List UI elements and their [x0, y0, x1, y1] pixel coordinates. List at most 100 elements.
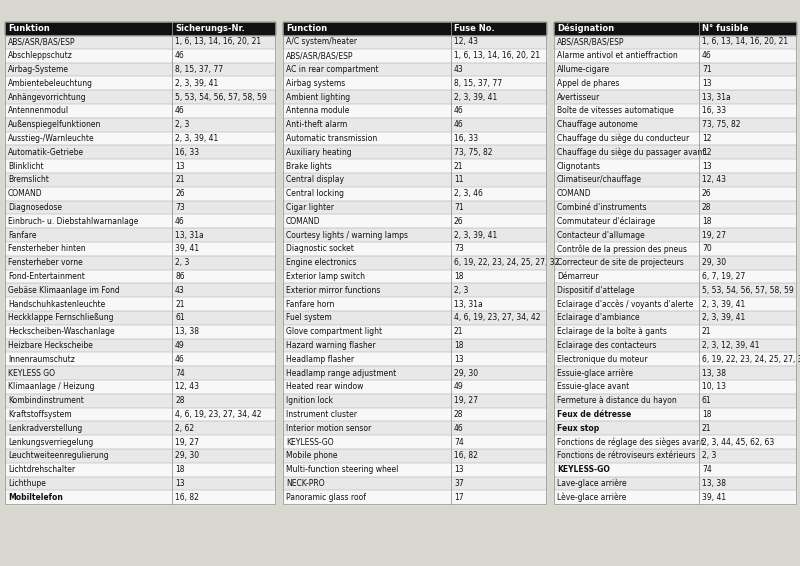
Bar — [283, 449, 546, 463]
Text: 29, 30: 29, 30 — [175, 452, 199, 460]
Text: Heckscheiben-Waschanlage: Heckscheiben-Waschanlage — [8, 327, 114, 336]
Text: Démarreur: Démarreur — [557, 272, 598, 281]
Bar — [5, 173, 275, 187]
Text: Fanfare horn: Fanfare horn — [286, 299, 334, 308]
Text: Blinklicht: Blinklicht — [8, 162, 44, 170]
Text: Leuchtweiteenregulierung: Leuchtweiteenregulierung — [8, 452, 109, 460]
Text: Fuel system: Fuel system — [286, 314, 332, 323]
Text: Avertisseur: Avertisseur — [557, 93, 600, 102]
Text: Instrument cluster: Instrument cluster — [286, 410, 357, 419]
Bar — [554, 269, 796, 284]
Bar — [5, 63, 275, 76]
Text: AC in rear compartment: AC in rear compartment — [286, 65, 378, 74]
Bar — [283, 422, 546, 435]
Bar — [283, 173, 546, 187]
Bar — [554, 256, 796, 269]
Text: 4, 6, 19, 23, 27, 34, 42: 4, 6, 19, 23, 27, 34, 42 — [454, 314, 541, 323]
Text: Ambient lighting: Ambient lighting — [286, 93, 350, 102]
Text: 13, 38: 13, 38 — [702, 368, 726, 378]
Text: Electronique du moteur: Electronique du moteur — [557, 355, 647, 364]
Text: 21: 21 — [702, 424, 711, 433]
Text: Airbag systems: Airbag systems — [286, 79, 346, 88]
Text: Headlamp flasher: Headlamp flasher — [286, 355, 354, 364]
Bar — [5, 394, 275, 408]
Text: Appel de phares: Appel de phares — [557, 79, 619, 88]
Text: 73: 73 — [175, 203, 185, 212]
Bar — [5, 338, 275, 353]
Text: 46: 46 — [175, 217, 185, 226]
Bar — [283, 490, 546, 504]
Text: Chauffage autonome: Chauffage autonome — [557, 120, 638, 129]
Text: Automatik-Getriebe: Automatik-Getriebe — [8, 148, 84, 157]
Bar — [5, 90, 275, 104]
Text: 5, 53, 54, 56, 57, 58, 59: 5, 53, 54, 56, 57, 58, 59 — [175, 93, 266, 102]
Text: Eclairage d'ambiance: Eclairage d'ambiance — [557, 314, 640, 323]
Text: 1, 6, 13, 14, 16, 20, 21: 1, 6, 13, 14, 16, 20, 21 — [454, 51, 540, 60]
Bar — [5, 269, 275, 284]
Text: Abschleppschutz: Abschleppschutz — [8, 51, 73, 60]
Bar — [554, 242, 796, 256]
Bar — [554, 118, 796, 132]
Text: Lichtdrehschalter: Lichtdrehschalter — [8, 465, 75, 474]
Bar — [283, 338, 546, 353]
Bar — [283, 435, 546, 449]
Text: 10, 13: 10, 13 — [702, 383, 726, 392]
Text: Kraftstoffsystem: Kraftstoffsystem — [8, 410, 72, 419]
Text: 13: 13 — [454, 355, 464, 364]
Text: 2, 3, 39, 41: 2, 3, 39, 41 — [702, 314, 746, 323]
Text: Feux de détresse: Feux de détresse — [557, 410, 631, 419]
Bar — [554, 338, 796, 353]
Text: N° fusible: N° fusible — [702, 24, 749, 33]
Text: 26: 26 — [702, 189, 712, 198]
Text: 29, 30: 29, 30 — [702, 258, 726, 267]
Bar — [554, 63, 796, 76]
Text: 13, 31a: 13, 31a — [175, 230, 204, 239]
Bar — [283, 228, 546, 242]
Text: 2, 3, 39, 41: 2, 3, 39, 41 — [454, 230, 498, 239]
Text: 19, 27: 19, 27 — [454, 396, 478, 405]
Text: 70: 70 — [702, 245, 712, 254]
Bar — [554, 49, 796, 63]
Bar — [5, 311, 275, 325]
Bar — [283, 132, 546, 145]
Text: Headlamp range adjustment: Headlamp range adjustment — [286, 368, 396, 378]
Text: 74: 74 — [454, 438, 464, 447]
Text: 12: 12 — [702, 134, 711, 143]
Text: 16, 82: 16, 82 — [454, 452, 478, 460]
Text: 2, 3: 2, 3 — [702, 452, 716, 460]
Text: 39, 41: 39, 41 — [175, 245, 199, 254]
Bar — [554, 284, 796, 297]
Bar — [554, 159, 796, 173]
Text: 12, 43: 12, 43 — [702, 175, 726, 185]
Text: Boîte de vitesses automatique: Boîte de vitesses automatique — [557, 106, 674, 115]
Text: COMAND: COMAND — [8, 189, 42, 198]
Bar — [554, 22, 796, 35]
Bar — [283, 477, 546, 490]
Bar — [5, 35, 275, 49]
Text: Climatiseur/chauffage: Climatiseur/chauffage — [557, 175, 642, 185]
Text: 26: 26 — [454, 217, 464, 226]
Bar — [5, 132, 275, 145]
Text: Heated rear window: Heated rear window — [286, 383, 363, 392]
Text: Fonctions de réglage des sièges avant: Fonctions de réglage des sièges avant — [557, 438, 704, 447]
Bar — [283, 215, 546, 228]
Text: 49: 49 — [454, 383, 464, 392]
Text: 21: 21 — [175, 175, 185, 185]
Text: Feux stop: Feux stop — [557, 424, 599, 433]
Bar — [5, 242, 275, 256]
Text: Lève-glace arrière: Lève-glace arrière — [557, 492, 626, 502]
Text: Ambientebeleuchtung: Ambientebeleuchtung — [8, 79, 93, 88]
Text: 16, 33: 16, 33 — [454, 134, 478, 143]
Text: Courtesy lights / warning lamps: Courtesy lights / warning lamps — [286, 230, 408, 239]
Bar — [5, 435, 275, 449]
Bar — [5, 159, 275, 173]
Bar — [554, 380, 796, 394]
Text: 12, 43: 12, 43 — [454, 37, 478, 46]
Text: 28: 28 — [702, 203, 711, 212]
Text: Désignation: Désignation — [557, 24, 614, 33]
Bar — [283, 118, 546, 132]
Text: Antennenmodul: Antennenmodul — [8, 106, 69, 115]
Text: 19, 27: 19, 27 — [702, 230, 726, 239]
Text: Central locking: Central locking — [286, 189, 344, 198]
Text: KEYLESS GO: KEYLESS GO — [8, 368, 55, 378]
